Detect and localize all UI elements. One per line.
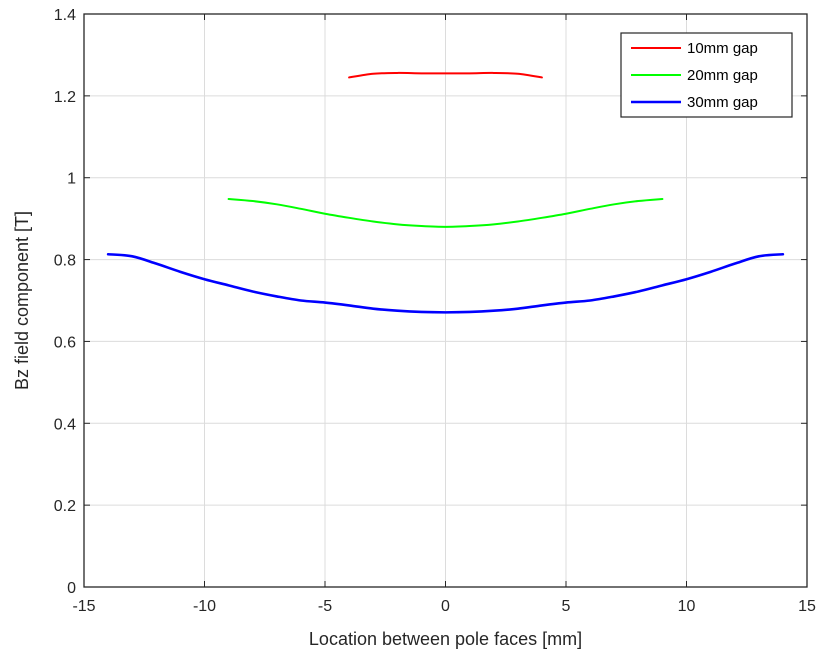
- x-tick-label: -10: [193, 598, 216, 615]
- legend-label: 20mm gap: [687, 67, 758, 84]
- series-line-1: [348, 71, 543, 79]
- legend-label: 30mm gap: [687, 94, 758, 111]
- y-tick-label: 0.8: [54, 253, 76, 270]
- x-tick-label: -5: [318, 598, 332, 615]
- y-tick-label: 1.2: [54, 89, 76, 106]
- y-tick-label: 1: [67, 171, 76, 188]
- x-tick-label: 0: [441, 598, 450, 615]
- x-tick-label: -15: [72, 598, 95, 615]
- x-tick-label: 10: [678, 598, 696, 615]
- y-tick-label: 0.6: [54, 334, 76, 351]
- series-layer: [106, 71, 785, 314]
- y-tick-label: 1.4: [54, 7, 76, 24]
- x-tick-label: 5: [562, 598, 571, 615]
- y-tick-label: 0.2: [54, 498, 76, 515]
- x-tick-label: 15: [798, 598, 816, 615]
- ticks: -15 -10 -5 0 5 10 15 0 0.2 0.4 0.6 0.8 1 1.2 1.4: [54, 7, 816, 615]
- legend-label: 10mm gap: [687, 40, 758, 57]
- y-axis-label: Bz field component [T]: [12, 211, 32, 390]
- x-axis-label: Location between pole faces [mm]: [309, 629, 582, 649]
- legend: 10mm gap 20mm gap 30mm gap: [620, 32, 793, 118]
- y-tick-label: 0.4: [54, 416, 76, 433]
- series-line-2: [227, 198, 664, 228]
- series-line-3: [106, 252, 785, 314]
- y-tick-label: 0: [67, 580, 76, 597]
